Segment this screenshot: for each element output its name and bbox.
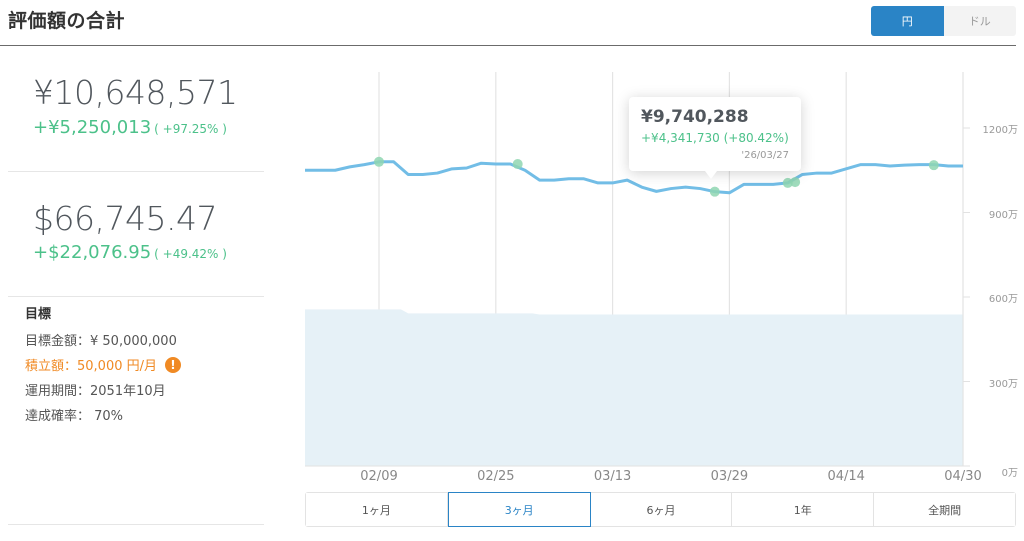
chart-tooltip: ¥9,740,288 +¥4,341,730 (+80.42%) '26/03/… (629, 97, 801, 179)
y-tick-label: 1200万 (982, 125, 1018, 136)
goal-monthly-contribution: 積立額：50,000 円/月 ! (25, 352, 181, 377)
x-tick-label: 03/13 (593, 469, 632, 484)
tooltip-date: '26/03/27 (741, 150, 789, 161)
event-marker[interactable] (928, 160, 939, 171)
usd-change: +$22,076.95( +49.42% ) (33, 242, 227, 263)
currency-jpy-button[interactable]: 円 (871, 6, 944, 36)
goal-section: 目標 目標金額：¥ 50,000,000 積立額：50,000 円/月 ! 運用… (25, 303, 181, 427)
page-title: 評価額の合計 (8, 10, 126, 32)
goal-monthly-contribution-text: 積立額：50,000 円/月 (25, 359, 157, 374)
usd-summary: $66,745.47 +$22,076.95( +49.42% ) (8, 172, 264, 297)
usd-change-amount: +$22,076.95 (33, 242, 152, 263)
tab-3-months[interactable]: 3ヶ月 (447, 492, 591, 527)
jpy-change-pct: ( +97.25% ) (154, 122, 227, 136)
x-tick-label: 04/14 (827, 469, 865, 484)
goal-title: 目標 (25, 307, 52, 322)
principal-area (305, 309, 963, 466)
tooltip-value: ¥9,740,288 (641, 107, 749, 127)
range-tabs: 1ヶ月 3ヶ月 6ヶ月 1年 全期間 (305, 492, 1016, 527)
jpy-total: ¥10,648,571 (33, 73, 238, 112)
y-axis-ticks (963, 127, 970, 467)
tab-1-month[interactable]: 1ヶ月 (306, 493, 448, 526)
tab-all-time[interactable]: 全期間 (874, 493, 1015, 526)
x-tick-label: 02/25 (477, 469, 515, 484)
x-tick-label: 04/30 (944, 469, 982, 484)
usd-total: $66,745.47 (33, 199, 217, 238)
divider (8, 524, 264, 525)
y-tick-label: 0万 (1001, 468, 1018, 479)
tab-1-year[interactable]: 1年 (732, 493, 875, 526)
y-tick-label: 900万 (988, 209, 1018, 221)
jpy-change: +¥5,250,013( +97.25% ) (33, 117, 227, 138)
goal-period: 運用期間：2051年10月 (25, 384, 166, 399)
event-marker[interactable] (790, 177, 801, 188)
warning-icon[interactable]: ! (165, 356, 181, 373)
y-tick-label: 300万 (988, 378, 1018, 390)
x-tick-label: 03/29 (710, 469, 749, 484)
event-marker[interactable] (782, 177, 793, 188)
currency-toggle: 円 ドル (871, 6, 1016, 36)
event-marker[interactable] (512, 159, 523, 170)
jpy-change-amount: +¥5,250,013 (33, 117, 152, 138)
x-tick-label: 02/09 (360, 469, 398, 484)
usd-change-pct: ( +49.42% ) (154, 247, 227, 261)
tab-6-months[interactable]: 6ヶ月 (590, 493, 733, 526)
event-marker[interactable] (374, 156, 384, 167)
goal-target-amount: 目標金額：¥ 50,000,000 (25, 334, 177, 349)
goal-probability: 達成確率： 70% (25, 409, 124, 424)
jpy-summary: ¥10,648,571 +¥5,250,013( +97.25% ) (8, 47, 264, 172)
summary-panel: ¥10,648,571 +¥5,250,013( +97.25% ) $66,7… (8, 47, 264, 541)
event-marker[interactable] (709, 186, 720, 197)
tooltip-change: +¥4,341,730 (+80.42%) (641, 131, 789, 145)
currency-usd-button[interactable]: ドル (943, 6, 1016, 36)
y-tick-label: 600万 (988, 294, 1018, 305)
header: 評価額の合計 円 ドル (0, 0, 1016, 46)
